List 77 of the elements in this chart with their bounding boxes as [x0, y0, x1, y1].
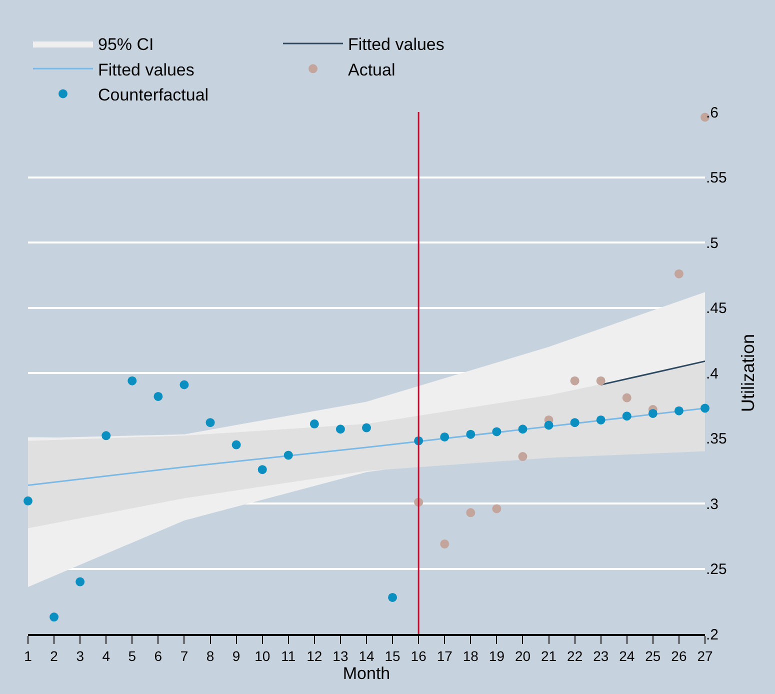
point	[570, 418, 580, 428]
point	[362, 423, 371, 432]
y-tick-label: .2	[706, 626, 719, 644]
point	[596, 376, 606, 386]
x-tick-label: 17	[436, 648, 453, 664]
x-tick-label: 11	[281, 648, 296, 664]
point	[466, 508, 476, 518]
y-tick-label: .55	[706, 170, 727, 186]
legend-title: 95% CI	[98, 35, 154, 54]
x-tick-label: 9	[232, 648, 240, 664]
point	[674, 269, 684, 278]
x-tick-label: 22	[567, 648, 583, 664]
point	[570, 376, 580, 386]
x-tick-label: 6	[154, 648, 162, 664]
point	[674, 406, 684, 416]
x-tick-label: 14	[358, 648, 374, 664]
x-tick-label: 24	[619, 648, 635, 664]
x-tick-label: 1	[24, 648, 32, 664]
x-axis-title: Month	[342, 664, 390, 683]
legend-label: Fitted values	[348, 35, 444, 54]
point	[622, 412, 632, 421]
point	[102, 431, 111, 440]
point	[310, 419, 319, 428]
point	[648, 408, 658, 418]
x-tick-label: 26	[671, 648, 687, 664]
point	[50, 612, 59, 622]
x-tick-label: 12	[306, 648, 322, 664]
x-tick-label: 7	[180, 648, 188, 664]
point	[466, 430, 476, 439]
point	[700, 404, 710, 413]
x-tick-label: 25	[645, 648, 661, 664]
point	[180, 380, 189, 390]
point	[336, 424, 345, 434]
point	[24, 496, 32, 506]
point	[154, 392, 163, 401]
x-tick-label: 20	[514, 648, 531, 664]
x-tick-label: 8	[206, 648, 214, 664]
point	[544, 420, 554, 430]
x-tick-label: 23	[593, 648, 609, 664]
x-tick-label: 5	[128, 648, 136, 664]
y-tick-label: .45	[706, 300, 727, 317]
point	[232, 440, 241, 450]
legend-label: Fitted values	[98, 60, 194, 80]
x-tick-label: 21	[540, 648, 557, 664]
point	[440, 539, 450, 548]
x-tick-label: 4	[102, 648, 110, 664]
point	[206, 418, 215, 428]
y-tick-label: .4	[706, 365, 719, 382]
y-tick-label: .25	[706, 561, 727, 578]
point	[440, 432, 450, 442]
y-axis-title: Utilization	[738, 334, 758, 412]
point	[518, 424, 528, 434]
point	[284, 450, 293, 460]
x-tick-label: 10	[254, 648, 270, 664]
point	[596, 415, 606, 424]
x-tick-label: 19	[488, 648, 505, 664]
point	[622, 393, 632, 402]
x-tick-label: 2	[50, 648, 58, 664]
y-tick-label: .3	[706, 496, 719, 513]
point	[492, 504, 502, 514]
y-tick-label: .6	[706, 104, 719, 122]
y-tick-label: .35	[706, 430, 727, 448]
point	[492, 427, 502, 436]
point	[258, 465, 267, 474]
x-tick-label: 3	[76, 648, 84, 664]
point	[518, 452, 528, 462]
x-tick-label: 15	[384, 648, 401, 664]
point	[388, 592, 398, 602]
legend-label: Actual	[348, 60, 396, 80]
x-tick-label: 13	[332, 648, 348, 664]
x-tick-label: 18	[462, 648, 479, 664]
x-tick-label: 27	[697, 648, 713, 664]
point	[128, 376, 137, 386]
legend-label: Counterfactual	[98, 85, 209, 104]
point	[76, 577, 85, 586]
y-tick-label: .5	[706, 234, 719, 252]
x-tick-label: 16	[410, 648, 427, 664]
